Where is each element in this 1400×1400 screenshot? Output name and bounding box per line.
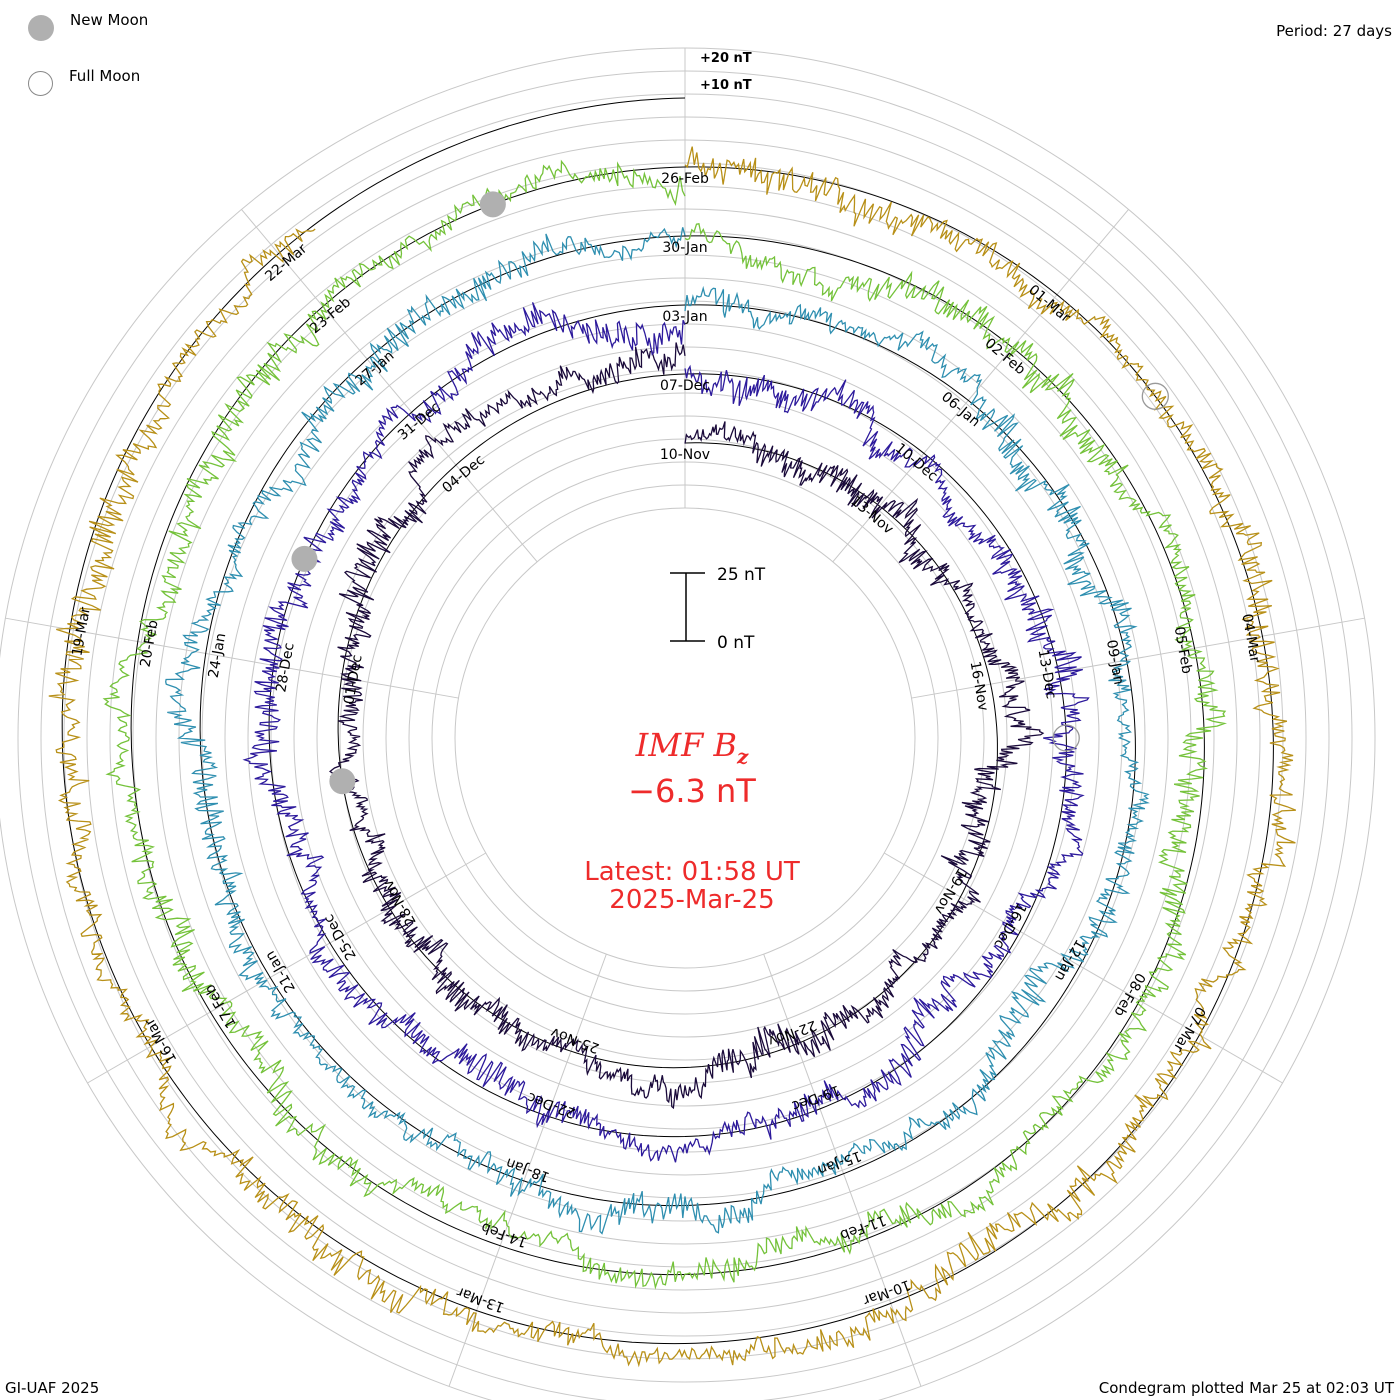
series-trace-3 bbox=[165, 227, 1150, 1235]
period-label: Period: 27 days bbox=[1276, 22, 1392, 40]
date-label: 03-Jan bbox=[662, 309, 707, 325]
grid-spoke bbox=[763, 953, 922, 1387]
full-moon-label: Full Moon bbox=[69, 66, 141, 85]
ref-plus20-label: +20 nT bbox=[700, 51, 752, 66]
full-moon-marker bbox=[1141, 382, 1169, 410]
date-label: 10-Mar bbox=[861, 1276, 913, 1308]
scale-bar: 25 nT 0 nT bbox=[670, 565, 766, 653]
legend-new-moon: New Moon bbox=[28, 11, 148, 41]
date-label: 26-Feb bbox=[661, 171, 709, 187]
latest-time: Latest: 01:58 UT bbox=[584, 857, 800, 887]
date-label: 20-Feb bbox=[138, 619, 162, 669]
date-label: 19-Mar bbox=[69, 606, 93, 658]
date-label: 17-Feb bbox=[202, 981, 240, 1030]
grid-spoke bbox=[832, 209, 1129, 563]
series-trace-1 bbox=[329, 342, 1045, 1110]
grid-spoke bbox=[883, 852, 1283, 1084]
baseline-spiral bbox=[268, 304, 1067, 1138]
series-trace-5 bbox=[48, 146, 1297, 1368]
date-label: 15-Jan bbox=[815, 1147, 863, 1178]
plot-timestamp: Condegram plotted Mar 25 at 02:03 UT bbox=[1098, 1379, 1394, 1397]
date-label: 30-Jan bbox=[662, 240, 707, 256]
new-moon-icon bbox=[28, 15, 54, 41]
date-label: 11-Feb bbox=[838, 1212, 888, 1243]
full-moon-icon bbox=[28, 71, 53, 96]
date-label: 07-Dec bbox=[660, 378, 710, 394]
data-series bbox=[48, 97, 1297, 1368]
new-moon-marker bbox=[479, 191, 506, 218]
current-value: −6.3 nT bbox=[628, 772, 756, 810]
scale-top-label: 25 nT bbox=[717, 565, 766, 585]
grid-spoke bbox=[911, 617, 1365, 699]
legend-full-moon: Full Moon bbox=[28, 67, 140, 96]
parameter-main: IMF B bbox=[635, 726, 737, 764]
parameter-subscript: z bbox=[736, 744, 749, 769]
date-label: 22-Dec bbox=[525, 1089, 577, 1121]
baseline-spiral bbox=[61, 97, 1274, 1345]
full-moon-marker bbox=[1052, 724, 1080, 752]
grid-spoke bbox=[448, 953, 607, 1387]
credit-label: GI-UAF 2025 bbox=[5, 1379, 100, 1397]
latest-date: 2025-Mar-25 bbox=[609, 885, 775, 915]
baseline-spiral bbox=[337, 373, 998, 1069]
date-label: 25-Nov bbox=[549, 1024, 602, 1056]
scale-bottom-label: 0 nT bbox=[717, 633, 755, 653]
date-label: 10-Nov bbox=[660, 447, 710, 463]
new-moon-marker bbox=[291, 545, 318, 572]
new-moon-label: New Moon bbox=[70, 11, 149, 29]
moon-markers bbox=[291, 191, 1169, 795]
radial-spokes bbox=[5, 48, 1365, 1387]
date-label: 22-Nov bbox=[766, 1017, 819, 1049]
date-label: 24-Jan bbox=[206, 632, 230, 679]
date-label: 16-Nov bbox=[967, 660, 991, 712]
grid-spoke bbox=[241, 209, 538, 563]
date-label: 09-Jan bbox=[1103, 639, 1127, 686]
series-trace-4 bbox=[102, 159, 1228, 1290]
grid-spoke bbox=[5, 617, 459, 699]
grid-spoke bbox=[87, 852, 487, 1084]
series-trace-2 bbox=[242, 302, 1090, 1163]
parameter-name: IMF Bz bbox=[0, 726, 1384, 768]
date-label: 14-Feb bbox=[479, 1219, 529, 1250]
ref-plus10-label: +10 nT bbox=[700, 78, 752, 93]
new-moon-marker bbox=[329, 768, 356, 795]
date-label: 01-Dec bbox=[341, 654, 365, 706]
